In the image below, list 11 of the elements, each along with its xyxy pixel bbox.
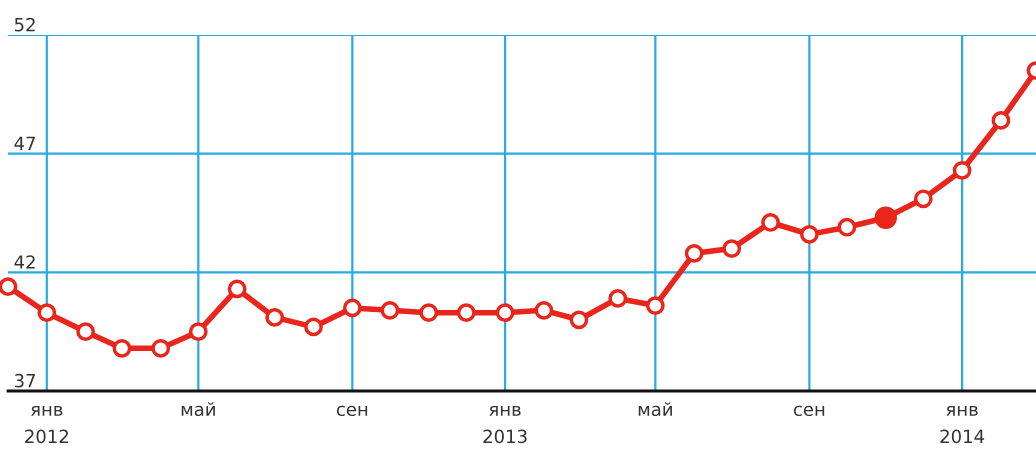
x-tick-label: сен <box>336 405 368 417</box>
y-tick-label: 37 <box>14 373 35 388</box>
y-tick-label: 42 <box>14 255 35 269</box>
x-tick-label: май <box>181 402 215 417</box>
x-tick-label: янв 2013 <box>483 405 527 444</box>
x-tick-label: май <box>638 402 672 417</box>
x-tick-label: янв 2012 <box>25 405 68 444</box>
x-tick-label: янв 2014 <box>940 405 985 444</box>
x-tick-label: сен <box>793 405 825 417</box>
y-tick-label: 47 <box>14 136 35 150</box>
y-tick-label: 52 <box>14 17 35 32</box>
